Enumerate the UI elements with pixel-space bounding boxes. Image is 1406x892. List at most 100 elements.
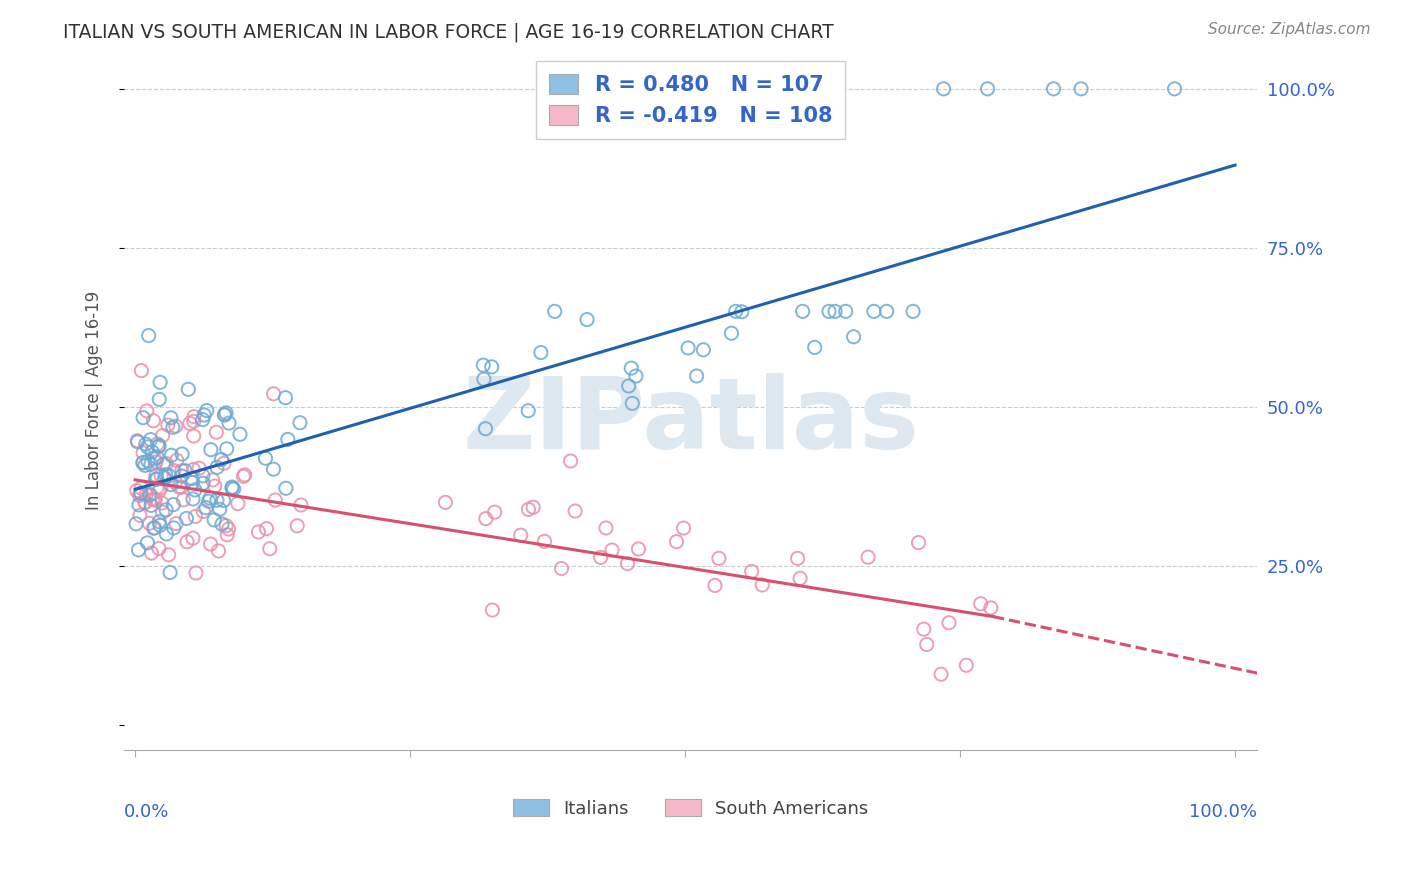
Point bbox=[159, 566, 181, 580]
Point bbox=[481, 359, 503, 374]
Point bbox=[472, 372, 495, 386]
Point bbox=[1163, 82, 1185, 96]
Point bbox=[176, 511, 198, 525]
Point bbox=[146, 481, 169, 495]
Point bbox=[181, 472, 204, 486]
Point bbox=[188, 461, 211, 475]
Point bbox=[233, 467, 256, 482]
Point bbox=[692, 343, 714, 357]
Point bbox=[129, 481, 152, 495]
Point bbox=[262, 462, 284, 476]
Point bbox=[212, 456, 235, 470]
Point bbox=[134, 495, 156, 509]
Point bbox=[509, 528, 531, 542]
Point bbox=[803, 340, 825, 354]
Point bbox=[232, 469, 254, 483]
Point bbox=[595, 521, 617, 535]
Point bbox=[724, 304, 747, 318]
Point bbox=[135, 437, 157, 451]
Point bbox=[127, 434, 149, 449]
Point bbox=[256, 522, 278, 536]
Point bbox=[145, 468, 167, 483]
Point bbox=[932, 82, 955, 96]
Point bbox=[818, 304, 841, 318]
Point bbox=[214, 408, 236, 422]
Point bbox=[136, 440, 159, 454]
Point bbox=[141, 546, 163, 560]
Point bbox=[131, 364, 153, 378]
Point bbox=[824, 304, 846, 318]
Point bbox=[142, 492, 165, 507]
Point bbox=[288, 416, 311, 430]
Point bbox=[976, 82, 998, 96]
Text: ITALIAN VS SOUTH AMERICAN IN LABOR FORCE | AGE 16-19 CORRELATION CHART: ITALIAN VS SOUTH AMERICAN IN LABOR FORCE… bbox=[63, 22, 834, 42]
Point bbox=[142, 414, 165, 428]
Point bbox=[166, 453, 188, 467]
Point bbox=[149, 518, 172, 533]
Point bbox=[627, 541, 650, 556]
Point bbox=[163, 464, 186, 478]
Point bbox=[128, 488, 150, 502]
Point bbox=[672, 521, 695, 535]
Point bbox=[222, 482, 245, 496]
Point bbox=[127, 434, 149, 448]
Point bbox=[212, 493, 235, 508]
Point bbox=[139, 458, 162, 472]
Point bbox=[1070, 82, 1092, 96]
Point bbox=[148, 515, 170, 529]
Point bbox=[129, 486, 152, 500]
Point bbox=[205, 493, 228, 508]
Point bbox=[162, 420, 184, 434]
Point bbox=[214, 408, 236, 422]
Point bbox=[617, 379, 640, 393]
Point bbox=[665, 534, 688, 549]
Point bbox=[150, 496, 173, 510]
Point bbox=[792, 304, 814, 318]
Point bbox=[155, 457, 177, 471]
Point bbox=[152, 428, 174, 442]
Point bbox=[876, 304, 898, 318]
Point bbox=[125, 483, 148, 498]
Point bbox=[285, 518, 308, 533]
Point bbox=[912, 622, 935, 636]
Point bbox=[138, 328, 160, 343]
Point bbox=[589, 550, 612, 565]
Point bbox=[146, 450, 169, 465]
Point bbox=[704, 578, 727, 592]
Point bbox=[139, 433, 162, 447]
Point bbox=[434, 495, 457, 509]
Text: ZIPatlas: ZIPatlas bbox=[463, 373, 920, 470]
Point bbox=[195, 500, 218, 515]
Point bbox=[148, 440, 170, 454]
Point bbox=[517, 403, 540, 417]
Point bbox=[263, 386, 285, 401]
Point bbox=[938, 615, 960, 630]
Point bbox=[789, 571, 811, 585]
Point bbox=[132, 446, 155, 460]
Point bbox=[786, 551, 808, 566]
Point bbox=[135, 404, 157, 418]
Point bbox=[731, 305, 754, 319]
Point bbox=[218, 416, 240, 430]
Point bbox=[751, 578, 773, 592]
Point bbox=[184, 566, 207, 580]
Point bbox=[179, 417, 201, 431]
Point bbox=[720, 326, 742, 341]
Point bbox=[193, 504, 215, 518]
Point bbox=[215, 406, 238, 420]
Point bbox=[533, 534, 555, 549]
Point bbox=[624, 369, 647, 384]
Point bbox=[153, 471, 176, 485]
Point bbox=[174, 464, 197, 478]
Point bbox=[834, 304, 856, 318]
Point bbox=[145, 455, 167, 469]
Point bbox=[621, 396, 644, 410]
Point bbox=[125, 516, 148, 531]
Point bbox=[172, 492, 194, 507]
Point bbox=[475, 511, 498, 525]
Point bbox=[517, 502, 540, 516]
Point bbox=[134, 495, 156, 509]
Point bbox=[929, 667, 952, 681]
Point bbox=[136, 536, 159, 550]
Point bbox=[544, 304, 567, 318]
